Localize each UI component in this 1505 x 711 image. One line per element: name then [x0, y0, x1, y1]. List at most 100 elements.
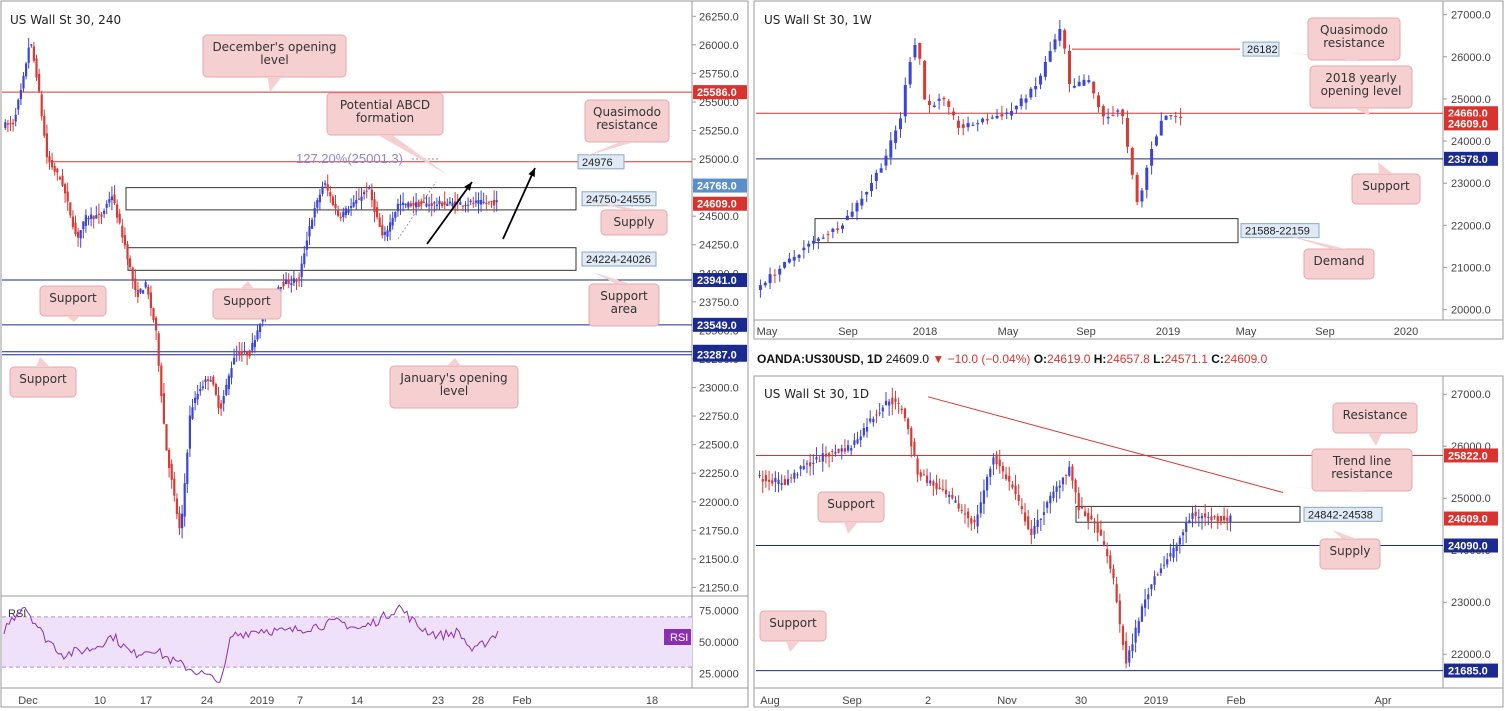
candle-body	[1000, 114, 1004, 117]
annotation-1d-pointer	[786, 641, 800, 652]
candle-body	[360, 196, 363, 201]
candle-body	[783, 479, 786, 486]
candle-body	[979, 502, 982, 514]
candle-body	[173, 478, 176, 496]
level-badge-box	[693, 178, 747, 193]
candle-body	[318, 194, 321, 203]
candle-body	[929, 480, 932, 484]
candle-body	[937, 98, 941, 101]
level-badge-text: 24976	[582, 157, 613, 169]
annotation-240-line: area	[611, 302, 638, 316]
x-tick-label: May	[757, 326, 778, 338]
annotation-1d-text: Trend line resistance	[1331, 454, 1393, 481]
candle-body	[9, 123, 12, 125]
ohlc-last: 24609.0	[886, 352, 933, 366]
ohlc-o: 24619.0	[1047, 352, 1094, 366]
candle-body	[12, 122, 15, 125]
candle-body	[493, 199, 496, 206]
candle-body	[1017, 494, 1020, 502]
candle-body	[321, 186, 324, 194]
candles	[4, 37, 498, 539]
candle-body	[342, 211, 345, 218]
candle-body	[227, 375, 230, 390]
candle-body	[38, 73, 41, 92]
annotation-240-text: January's opening level	[399, 371, 507, 398]
candle-body	[178, 513, 181, 529]
candle-body	[951, 494, 954, 499]
candle-body	[787, 258, 791, 263]
annotation-1d-text: Supply	[1330, 544, 1371, 558]
candle-body	[217, 395, 220, 408]
y-tick-label: 25000.0	[699, 154, 739, 166]
candle-body	[1010, 110, 1014, 116]
candle-body	[1210, 516, 1213, 521]
candle-body	[843, 448, 846, 452]
zone-label-box	[1240, 223, 1320, 239]
candle-body	[963, 513, 967, 515]
candle-body	[103, 210, 106, 214]
annotation-1w-text: 2018 yearly opening level	[1321, 71, 1402, 98]
annotation-240-line: January's opening	[399, 371, 507, 385]
annotation-240-text: Supply	[614, 215, 655, 229]
level-badge-text: 24609.0	[1448, 118, 1488, 130]
candle-body	[142, 290, 145, 294]
level-badge: 24609.0	[1444, 116, 1498, 131]
y-tick-label: 23750.0	[699, 297, 739, 309]
candle-body	[287, 279, 290, 284]
x-tick-label: 2018	[913, 326, 937, 338]
candle-body	[941, 489, 944, 491]
candle-body	[175, 498, 178, 515]
level-badge-box	[693, 273, 747, 288]
candle-body	[898, 118, 902, 130]
x-tick-label: Sep	[1315, 326, 1335, 338]
candle-body	[805, 463, 809, 465]
candle-body	[152, 308, 155, 321]
candle-body	[918, 42, 922, 59]
candle-body	[355, 199, 358, 204]
candle-body	[995, 116, 999, 119]
candle-body	[860, 198, 864, 206]
zone-label: 24842-24538	[1308, 509, 1373, 521]
candle-body	[1159, 568, 1162, 574]
candle-body	[913, 441, 916, 456]
annotation-1d-pointer	[844, 522, 858, 534]
candle-body	[992, 457, 995, 465]
zone-label-group: 24842-24538	[1303, 506, 1383, 522]
candle-body	[253, 340, 256, 348]
candle-body	[412, 202, 415, 206]
candle-body	[942, 97, 946, 100]
candle-body	[1096, 95, 1100, 108]
zone-label: 21588-22159	[1245, 226, 1310, 238]
candle-body	[490, 201, 493, 203]
candle-body	[1140, 190, 1144, 202]
candle-body	[399, 203, 402, 206]
candle-body	[910, 428, 913, 447]
ohlc-l-label: L:	[1153, 352, 1164, 366]
candle-body	[22, 75, 25, 89]
candle-body	[446, 203, 449, 206]
candle-body	[243, 350, 246, 352]
candle-body	[482, 201, 485, 203]
x-tick-label: Nov	[997, 695, 1017, 707]
candle-body	[900, 408, 903, 411]
annotation-240-line: resistance	[596, 118, 658, 132]
candle-body	[428, 204, 431, 206]
candle-body	[235, 353, 238, 356]
candle-body	[1043, 61, 1047, 77]
ohlc-header: OANDA:US30USD, 1D 24609.0 ▼ −10.0 (−0.04…	[754, 341, 1503, 377]
candle-body	[230, 367, 233, 378]
panel-1d-title: US Wall St 30, 1D	[764, 387, 869, 401]
candle-body	[324, 183, 327, 185]
annotation-1d-pointer	[1332, 530, 1357, 539]
candle-body	[1191, 513, 1194, 520]
zone-rect	[814, 218, 1239, 244]
candle-body	[1118, 600, 1121, 625]
candle-body	[308, 226, 311, 237]
candle-body	[1150, 149, 1154, 166]
candle-body	[1087, 80, 1091, 83]
candle-body	[305, 240, 308, 250]
zone-label-box	[581, 191, 657, 207]
candle-body	[165, 424, 168, 451]
candle-body	[386, 230, 389, 237]
candle-body	[344, 208, 347, 216]
